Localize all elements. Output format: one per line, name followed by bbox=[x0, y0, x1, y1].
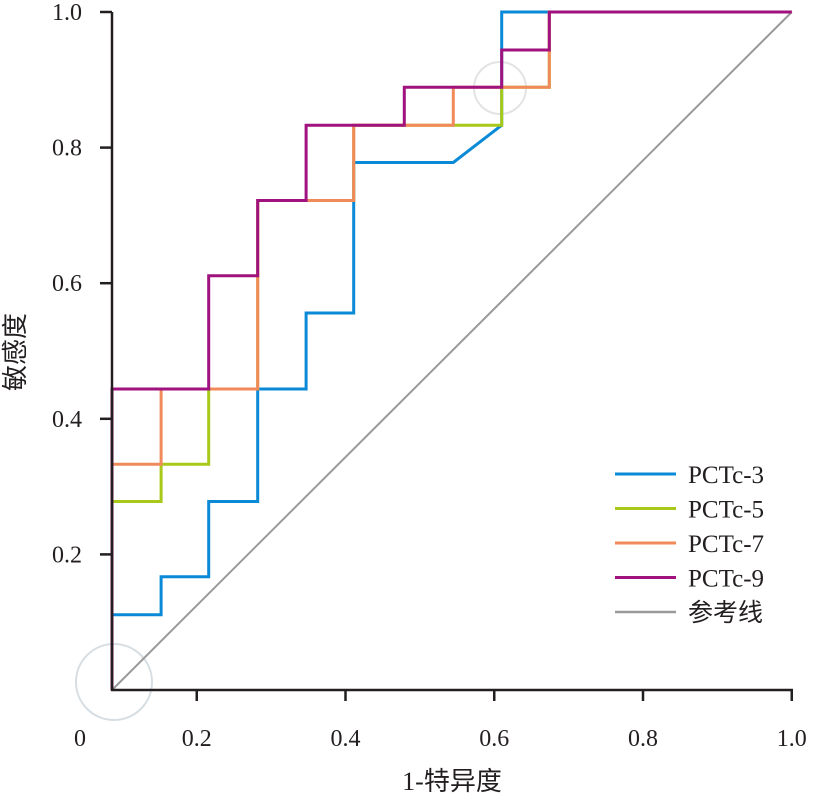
x-tick-label: 0.4 bbox=[331, 726, 361, 752]
x-tick-label: 0 bbox=[74, 726, 86, 752]
series-line-pctc-9 bbox=[110, 10, 792, 690]
watermark-seal-icon bbox=[75, 643, 153, 721]
legend-label: PCTc-9 bbox=[688, 566, 764, 593]
x-ticks: 0 0.2 0.4 0.6 0.8 1.0 bbox=[74, 690, 807, 752]
series-line-pctc-3 bbox=[110, 10, 792, 690]
x-tick-label: 0.2 bbox=[182, 726, 212, 752]
x-tick-label: 1.0 bbox=[777, 726, 807, 752]
legend-item: 参考线 bbox=[615, 599, 763, 627]
y-tick-label: 1.0 bbox=[52, 0, 82, 26]
legend-label: PCTc-7 bbox=[688, 531, 764, 558]
series-line-pctc-7 bbox=[110, 10, 792, 690]
y-ticks: 0.2 0.4 0.6 0.8 1.0 bbox=[52, 0, 112, 568]
y-axis-label: 敏感度 bbox=[1, 313, 30, 391]
series-layer bbox=[110, 10, 793, 691]
x-tick-label: 0.8 bbox=[628, 726, 658, 752]
y-tick-label: 0.4 bbox=[52, 407, 82, 433]
legend-label: 参考线 bbox=[688, 599, 763, 627]
y-tick-label: 0.6 bbox=[52, 271, 82, 297]
legend-item: PCTc-3 bbox=[615, 462, 764, 489]
legend-label: PCTc-5 bbox=[688, 497, 764, 524]
y-tick-label: 0.2 bbox=[52, 542, 82, 568]
legend-item: PCTc-9 bbox=[615, 566, 764, 593]
legend: PCTc-3 PCTc-5 PCTc-7 PCTc-9 参考线 bbox=[615, 462, 764, 627]
legend-label: PCTc-3 bbox=[688, 462, 764, 489]
axes bbox=[110, 12, 793, 692]
watermark-logos bbox=[75, 61, 527, 721]
y-tick-label: 0.8 bbox=[52, 136, 82, 162]
series-line-reference bbox=[111, 11, 793, 691]
legend-item: PCTc-5 bbox=[615, 497, 764, 524]
legend-item: PCTc-7 bbox=[615, 531, 764, 558]
x-axis-label: 1-特异度 bbox=[402, 767, 502, 796]
x-tick-label: 0.6 bbox=[479, 726, 509, 752]
